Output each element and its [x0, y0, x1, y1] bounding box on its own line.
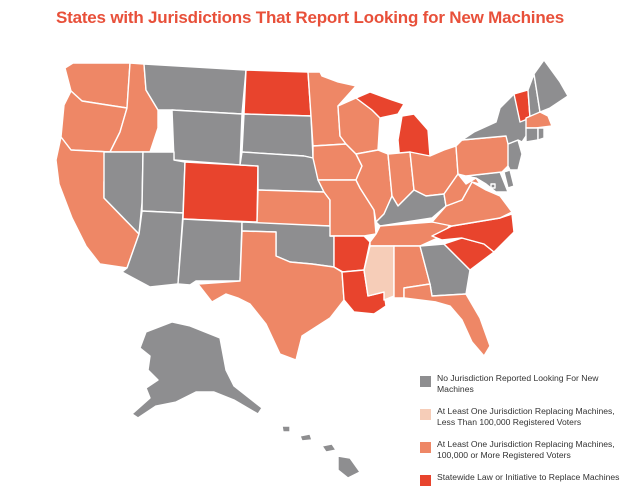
state-hawaii-maui	[321, 443, 337, 453]
state-florida	[403, 283, 491, 357]
state-delaware	[503, 169, 515, 189]
legend-swatch-orange	[420, 442, 431, 453]
legend-item-statewide: Statewide Law or Initiative to Replace M…	[420, 472, 620, 500]
state-new-jersey	[507, 139, 523, 171]
legend: No Jurisdiction Reported Looking For New…	[420, 373, 620, 503]
state-wyoming	[171, 109, 243, 166]
legend-item-small-jurisdiction: At Least One Jurisdiction Replacing Mach…	[420, 406, 620, 434]
legend-label: Statewide Law or Initiative to Replace M…	[437, 472, 620, 482]
legend-swatch-light-orange	[420, 409, 431, 420]
state-hawaii-oahu	[299, 433, 313, 442]
state-michigan	[355, 91, 405, 119]
state-district-of-columbia	[490, 183, 496, 189]
state-kansas	[256, 189, 331, 227]
state-arkansas	[329, 235, 371, 273]
state-pennsylvania	[455, 135, 513, 177]
state-kentucky	[375, 189, 447, 227]
state-new-mexico	[177, 218, 243, 286]
state-texas	[197, 230, 345, 361]
state-north-dakota	[243, 69, 312, 117]
state-colorado	[182, 161, 259, 223]
state-maine	[533, 59, 569, 113]
legend-swatch-gray	[420, 376, 431, 387]
state-south-dakota	[241, 113, 314, 159]
state-connecticut	[525, 127, 539, 143]
legend-swatch-red	[420, 475, 431, 486]
legend-label: At Least One Jurisdiction Replacing Mach…	[437, 439, 615, 460]
legend-item-large-jurisdiction: At Least One Jurisdiction Replacing Mach…	[420, 439, 620, 467]
state-hawaii-kauai	[281, 425, 291, 433]
state-montana	[143, 63, 247, 115]
state-west-virginia	[443, 173, 481, 207]
state-alaska	[131, 321, 263, 419]
legend-label: At Least One Jurisdiction Replacing Mach…	[437, 406, 615, 427]
state-mississippi	[363, 245, 395, 301]
map-title: States with Jurisdictions That Report Lo…	[55, 8, 565, 27]
legend-item-no-jurisdiction: No Jurisdiction Reported Looking For New…	[420, 373, 620, 401]
legend-label: No Jurisdiction Reported Looking For New…	[437, 373, 599, 394]
state-rhode-island	[537, 127, 545, 141]
state-hawaii-big-island	[337, 455, 361, 479]
state-utah	[141, 151, 186, 214]
